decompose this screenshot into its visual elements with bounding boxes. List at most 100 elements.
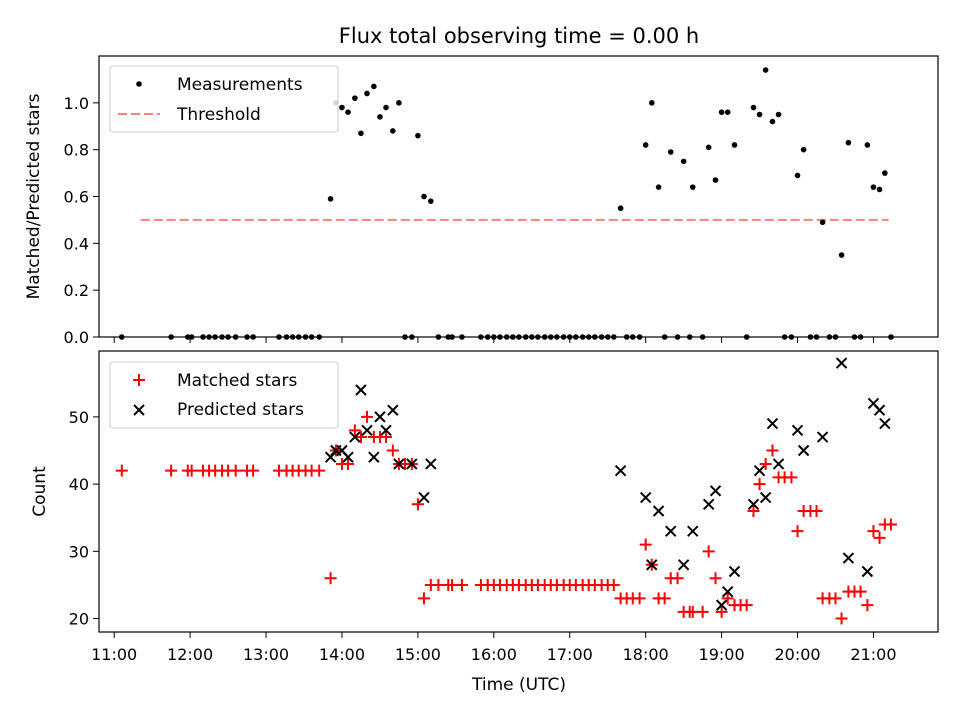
top-y-tick-label: 0.8 — [64, 141, 89, 160]
predicted-star-point — [368, 451, 380, 463]
predicted-star-point — [639, 491, 652, 504]
top-y-axis-label: Matched/Predicted stars — [24, 93, 44, 299]
matched-star-point — [740, 599, 753, 612]
chart-title: Flux total observing time = 0.00 h — [339, 24, 699, 48]
measurement-point — [750, 104, 757, 111]
predicted-star-point — [702, 498, 715, 510]
matched-star-point — [386, 444, 399, 457]
matched-star-point — [380, 431, 393, 444]
matched-star-point — [766, 444, 779, 457]
measurement-point — [383, 104, 389, 111]
matched-star-point — [324, 572, 337, 585]
x-tick-label: 11:00 — [91, 645, 137, 664]
matched-star-point — [229, 464, 242, 477]
measurement-point — [775, 111, 782, 118]
measurement-point — [756, 111, 763, 118]
x-tick-label: 15:00 — [395, 645, 441, 664]
predicted-star-point — [361, 424, 373, 437]
measurement-point — [339, 104, 345, 111]
predicted-star-point — [393, 458, 405, 470]
matched-star-point — [633, 592, 646, 605]
matched-star-point — [185, 464, 198, 477]
matched-star-point — [759, 457, 772, 470]
measurement-point — [762, 67, 769, 73]
matched-star-point — [313, 464, 326, 477]
measurement-point — [415, 132, 421, 139]
x-tick-label: 21:00 — [850, 645, 896, 664]
predicted-star-point — [342, 451, 354, 463]
measurement-point — [712, 177, 719, 183]
predicted-star-point — [753, 464, 766, 477]
predicted-star-point — [791, 424, 804, 437]
matched-star-point — [411, 498, 424, 511]
matched-star-point — [247, 464, 260, 477]
matched-star-point — [785, 471, 798, 484]
predicted-stars-legend-marker — [133, 404, 145, 416]
measurement-point — [718, 109, 725, 115]
predicted-star-point — [709, 485, 722, 497]
bottom-legend-box — [109, 361, 339, 429]
predicted-star-point — [355, 384, 367, 396]
matched-star-point — [348, 424, 361, 437]
x-tick-label: 16:00 — [471, 645, 517, 664]
measurement-point — [876, 186, 883, 193]
predicted-star-point — [747, 498, 760, 510]
measurement-point — [667, 149, 674, 155]
x-axis-label: Time (UTC) — [471, 675, 566, 695]
bottom-y-tick-label: 30 — [69, 542, 89, 561]
top-legend-box — [109, 65, 339, 133]
measurement-point — [705, 144, 712, 151]
matched-star-point — [658, 592, 671, 605]
matched-star-point — [810, 504, 823, 517]
measurement-point — [819, 219, 826, 226]
measurements-legend-label: Measurements — [177, 75, 303, 95]
predicted-stars-legend-label: Predicted stars — [177, 400, 304, 420]
bottom-axes-frame — [98, 350, 939, 633]
predicted-star-point — [766, 417, 779, 430]
matched-star-point — [829, 592, 842, 605]
measurement-point — [838, 252, 845, 258]
matched-star-point — [861, 599, 874, 612]
measurement-point — [882, 170, 888, 176]
measurement-point — [870, 184, 877, 190]
predicted-star-point — [759, 491, 772, 504]
predicted-star-point — [677, 559, 690, 571]
predicted-star-point — [687, 525, 699, 537]
predicted-star-point — [772, 458, 785, 470]
predicted-star-point — [646, 559, 658, 571]
measurement-point — [396, 100, 402, 106]
matched-star-point — [115, 464, 128, 477]
matched-star-point — [354, 431, 367, 444]
matched-star-point — [884, 518, 897, 531]
predicted-star-point — [349, 431, 361, 443]
predicted-star-point — [418, 491, 430, 504]
bottom-y-tick-label: 50 — [69, 408, 89, 427]
measurements-legend-marker — [136, 81, 142, 87]
matched-stars-legend-label: Matched stars — [177, 371, 297, 391]
predicted-star-point — [665, 525, 677, 537]
predicted-star-point — [380, 424, 392, 437]
measurement-point — [390, 128, 396, 134]
matched-star-point — [696, 605, 709, 618]
measurement-point — [617, 205, 624, 212]
measurement-point — [648, 100, 655, 106]
bottom-legend: Matched stars Predicted stars — [109, 361, 339, 429]
predicted-star-point — [728, 565, 741, 578]
measurement-point — [364, 90, 370, 97]
measurement-point — [680, 158, 687, 165]
x-tick-label: 14:00 — [319, 645, 365, 664]
measurement-point — [655, 184, 662, 190]
measurement-point — [845, 139, 852, 146]
bottom-y-tick-label: 20 — [69, 610, 89, 629]
bottom-y-axis-label: Count — [30, 466, 50, 517]
matched-star-point — [455, 578, 468, 591]
predicted-star-point — [374, 411, 386, 423]
top-y-tick-label: 1.0 — [64, 94, 89, 113]
matched-star-point — [671, 572, 684, 585]
predicted-star-point — [879, 417, 891, 430]
predicted-star-point — [406, 458, 418, 470]
measurement-point — [724, 109, 731, 115]
measurement-point — [377, 114, 383, 120]
bottom-y-tick-label: 40 — [69, 475, 89, 494]
